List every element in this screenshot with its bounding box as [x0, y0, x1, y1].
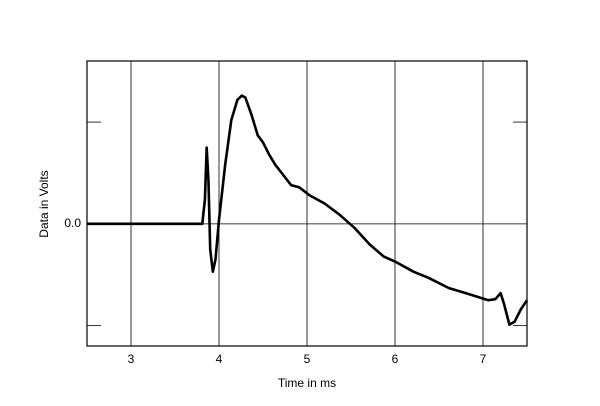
x-tick-label: 3 [128, 352, 135, 366]
x-tick-label: 4 [216, 352, 223, 366]
plot-frame [86, 60, 528, 347]
y-tick-label: 0.0 [64, 216, 81, 230]
x-tick-label: 5 [304, 352, 311, 366]
x-tick-label: 7 [480, 352, 487, 366]
data-line [87, 94, 529, 326]
x-axis-label: Time in ms [278, 376, 336, 390]
x-tick-label: 6 [392, 352, 399, 366]
y-axis-label: Data in Volts [37, 170, 51, 237]
